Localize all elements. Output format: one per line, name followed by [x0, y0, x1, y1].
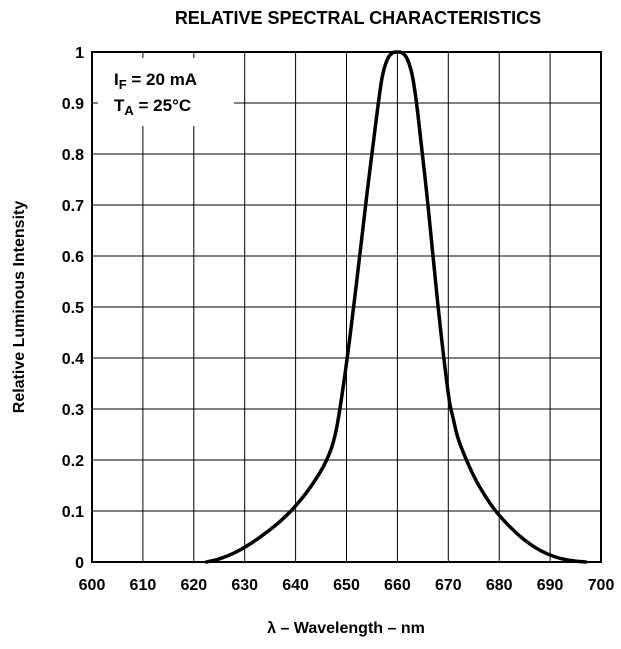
data-point — [335, 428, 338, 431]
data-point — [467, 464, 470, 467]
data-point — [401, 52, 404, 55]
data-point — [416, 112, 419, 115]
annotation-ambient-temperature: TA = 25°C — [114, 96, 191, 118]
data-point — [264, 532, 267, 535]
data-point — [569, 559, 572, 562]
gridlines — [91, 51, 602, 563]
y-tick-label: 0.2 — [62, 453, 84, 470]
data-point — [355, 280, 358, 283]
x-tick-label: 650 — [333, 577, 360, 594]
data-point — [426, 204, 429, 207]
data-point — [554, 555, 557, 558]
x-tick-label: 670 — [435, 577, 462, 594]
x-axis-label: λ – Wavelength – nm — [267, 620, 425, 637]
data-point — [294, 504, 297, 507]
x-tick-label: 600 — [79, 577, 106, 594]
y-tick-label: 0 — [75, 555, 84, 572]
data-point — [381, 76, 384, 79]
annotation-background — [98, 58, 234, 126]
data-point — [437, 306, 440, 309]
y-tick-label: 0.8 — [62, 147, 84, 164]
data-point — [508, 525, 511, 528]
y-tick-label: 0.4 — [62, 351, 84, 368]
x-tick-label: 700 — [588, 577, 615, 594]
data-point — [493, 507, 496, 510]
annotation-ambient-temperature-subscript: A — [124, 103, 134, 118]
y-tick-label: 0.1 — [62, 504, 84, 521]
x-tick-label: 690 — [537, 577, 564, 594]
x-tick-label: 620 — [180, 577, 207, 594]
x-tick-label: 640 — [282, 577, 309, 594]
data-point — [325, 460, 328, 463]
plot-frame — [91, 51, 602, 563]
data-point — [309, 485, 312, 488]
data-point — [205, 561, 208, 564]
data-point — [345, 362, 348, 365]
annotation-forward-current: IF = 20 mA — [114, 70, 197, 92]
data-point — [248, 543, 251, 546]
x-tick-labels: 600 610 620 630 640 650 660 670 680 690 700 — [79, 577, 615, 594]
spectral-curve — [204, 50, 588, 564]
annotation-ambient-temperature-value: = 25°C — [134, 96, 191, 115]
data-point — [376, 112, 379, 115]
annotation-forward-current-symbol: I — [114, 70, 119, 89]
y-tick-label: 0.3 — [62, 402, 84, 419]
data-point — [447, 392, 450, 395]
data-point — [477, 484, 480, 487]
annotation-forward-current-value: = 20 mA — [127, 70, 197, 89]
x-tick-label: 680 — [486, 577, 513, 594]
data-point — [457, 438, 460, 441]
x-tick-label: 660 — [384, 577, 411, 594]
data-point — [218, 557, 221, 560]
y-axis-label: Relative Luminous Intensity — [11, 201, 28, 414]
data-point — [365, 193, 368, 196]
chart-title: RELATIVE SPECTRAL CHARACTERISTICS — [175, 8, 541, 28]
data-point — [411, 76, 414, 79]
y-tick-label: 0.9 — [62, 96, 84, 113]
y-tick-label: 0.7 — [62, 198, 84, 215]
y-tick-label: 1 — [75, 45, 84, 62]
data-point — [523, 539, 526, 542]
annotation-forward-current-subscript: F — [119, 77, 127, 92]
data-point — [396, 51, 399, 54]
y-tick-label: 0.5 — [62, 300, 84, 317]
annotation-ambient-temperature-symbol: T — [114, 96, 125, 115]
y-tick-label: 0.6 — [62, 249, 84, 266]
data-point — [391, 52, 394, 55]
data-point — [406, 58, 409, 61]
x-tick-label: 630 — [231, 577, 258, 594]
data-point — [279, 520, 282, 523]
data-point — [386, 58, 389, 61]
data-point — [584, 561, 587, 564]
data-point — [233, 551, 236, 554]
y-tick-labels: 0 0.1 0.2 0.3 0.4 0.5 0.6 0.7 0.8 0.9 1 — [62, 45, 84, 572]
data-point — [538, 549, 541, 552]
data-point — [452, 418, 455, 421]
x-tick-label: 610 — [130, 577, 157, 594]
